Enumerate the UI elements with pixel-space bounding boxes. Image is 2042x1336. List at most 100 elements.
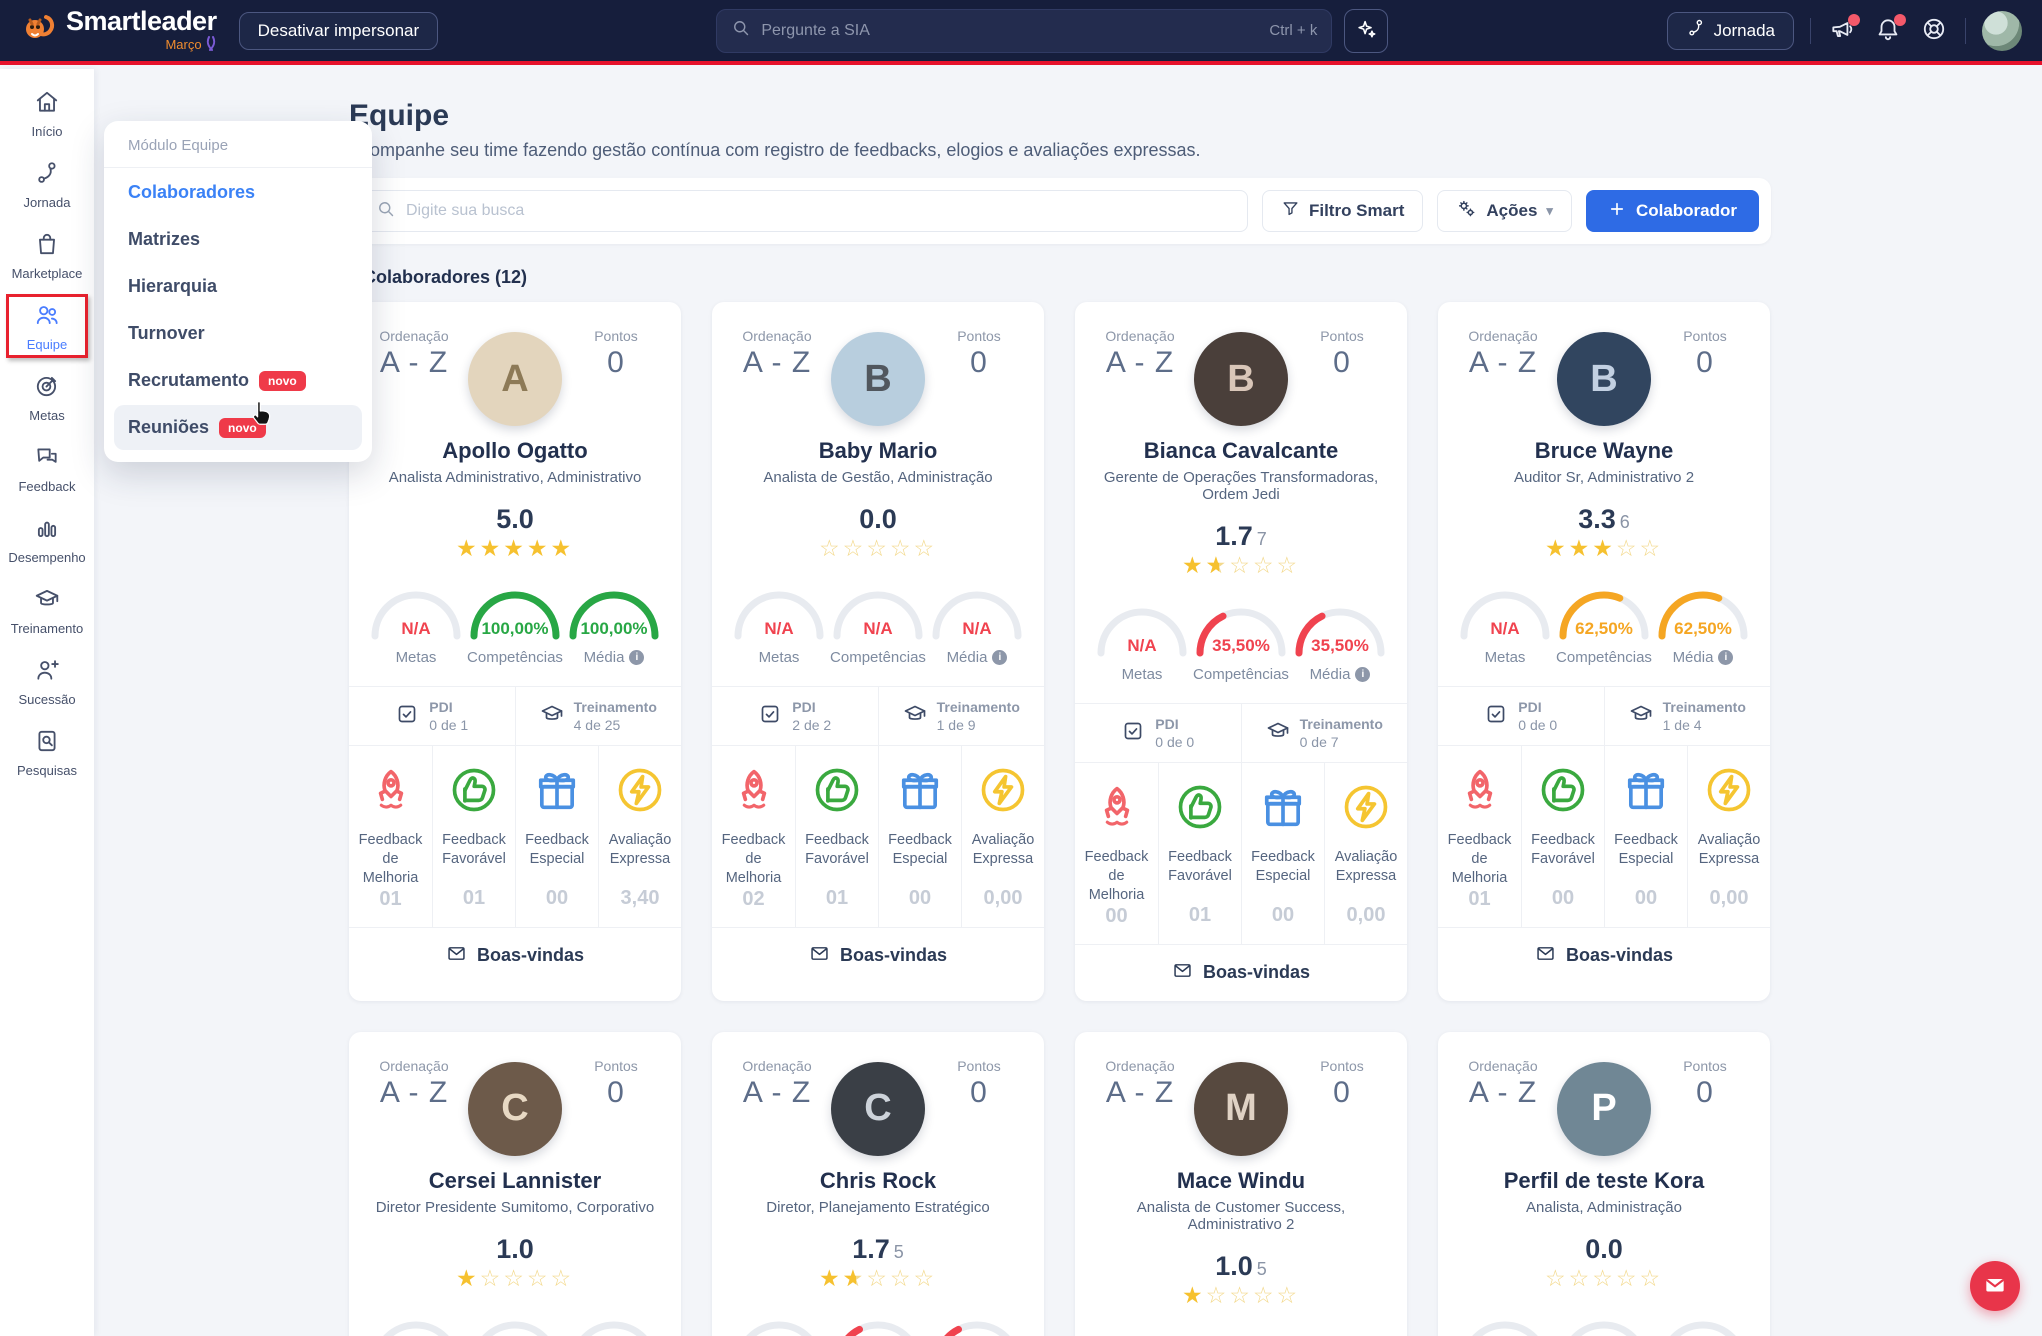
gauge-metas: N/A Metas bbox=[367, 586, 465, 666]
feedback-cell-1[interactable]: Feedback de Melhoria 00 bbox=[1075, 763, 1158, 944]
chat-fab-button[interactable] bbox=[1970, 1261, 2020, 1311]
user-avatar[interactable] bbox=[1982, 10, 2022, 51]
feedback-cell-4[interactable]: Avaliação Expressa 3,40 bbox=[598, 746, 681, 927]
gauge-label-text: Metas bbox=[1484, 649, 1526, 666]
smart-filter-button[interactable]: Filtro Smart bbox=[1261, 190, 1424, 232]
points-display: Pontos 0 bbox=[944, 1058, 1014, 1110]
star-half-icon: ★★ bbox=[842, 1264, 867, 1291]
welcome-button[interactable]: Boas-vindas bbox=[349, 926, 681, 984]
sidebar-item-feedback[interactable]: Feedback bbox=[4, 444, 90, 494]
welcome-button[interactable]: Boas-vindas bbox=[1438, 926, 1770, 984]
menu-item-hierarquia[interactable]: Hierarquia bbox=[104, 264, 372, 309]
points-label: Pontos bbox=[1320, 328, 1364, 344]
feedback-cell-1[interactable]: Feedback de Melhoria 01 bbox=[349, 746, 432, 927]
thumbs-up-icon bbox=[1537, 764, 1589, 821]
menu-item-turnover[interactable]: Turnover bbox=[104, 311, 372, 356]
sparkle-icon bbox=[1355, 18, 1377, 43]
disable-impersonate-button[interactable]: Desativar impersonar bbox=[238, 11, 439, 50]
feedback-count: 3,40 bbox=[620, 887, 660, 910]
star-rating: ★★★☆☆☆ bbox=[712, 1264, 1044, 1291]
gauge-arc bbox=[1555, 1316, 1653, 1336]
sidebar-item-pesquisas[interactable]: Pesquisas bbox=[4, 728, 90, 778]
checkbox-icon bbox=[1121, 719, 1145, 748]
star-empty-icon: ☆ bbox=[1276, 552, 1301, 578]
envelope-icon bbox=[446, 943, 467, 969]
add-collaborator-button[interactable]: Colaborador bbox=[1585, 190, 1759, 232]
home-icon bbox=[34, 89, 60, 118]
collaborator-search-field[interactable] bbox=[406, 191, 1233, 231]
star-full-icon: ★ bbox=[455, 535, 480, 561]
help-button[interactable] bbox=[1919, 16, 1949, 46]
feedback-cell-3[interactable]: Feedback Especial 00 bbox=[515, 746, 598, 927]
menu-item-recrutamento[interactable]: Recrutamento novo bbox=[104, 358, 372, 403]
sidebar-item-equipe[interactable]: Equipe bbox=[4, 294, 90, 358]
employee-card: Ordenação A - Z C Pontos 0 Cersei Lannister Di… bbox=[349, 1031, 681, 1336]
feedback-cell-3[interactable]: Feedback Especial 00 bbox=[878, 746, 961, 927]
sidebar-item-desempenho[interactable]: Desempenho bbox=[4, 515, 90, 565]
feedback-label: Feedback Favorável bbox=[805, 832, 869, 868]
brand-name: Smartleader bbox=[66, 6, 217, 36]
rating-number: 1.7 bbox=[852, 1233, 890, 1264]
menu-item-label: Recrutamento bbox=[128, 370, 250, 390]
rating-value: 0.0 bbox=[1438, 1234, 1770, 1265]
menu-item-colaboradores[interactable]: Colaboradores bbox=[104, 170, 372, 215]
ai-sparkle-button[interactable] bbox=[1344, 8, 1389, 53]
sidebar-item-inicio[interactable]: Início bbox=[4, 89, 90, 139]
feedback-label: Feedback de Melhoria bbox=[1084, 849, 1149, 904]
lifebuoy-icon bbox=[1921, 16, 1947, 45]
feedback-label: Avaliação Expressa bbox=[971, 832, 1035, 868]
feedback-cell-2[interactable]: Feedback Favorável 01 bbox=[1158, 763, 1241, 944]
gauge-label-text: Média bbox=[583, 649, 625, 666]
feedback-cell-4[interactable]: Avaliação Expressa 0,00 bbox=[961, 746, 1044, 927]
rocket-icon bbox=[1454, 764, 1506, 821]
training-cell: Treinamento 0 de 7 bbox=[1240, 704, 1408, 763]
sidebar-item-marketplace[interactable]: Marketplace bbox=[4, 231, 90, 281]
module-menu: Módulo Equipe Colaboradores Matrizes Hiera… bbox=[104, 121, 372, 462]
feedback-cell-3[interactable]: Feedback Especial 00 bbox=[1604, 746, 1687, 927]
feedback-cell-2[interactable]: Feedback Favorável 01 bbox=[432, 746, 515, 927]
feedback-cell-1[interactable]: Feedback de Melhoria 01 bbox=[1438, 746, 1521, 927]
menu-item-reunioes[interactable]: Reuniões novo bbox=[114, 405, 362, 450]
sidebar-item-sucessao[interactable]: Sucessão bbox=[4, 657, 90, 707]
feedback-cell-4[interactable]: Avaliação Expressa 0,00 bbox=[1324, 763, 1407, 944]
feedback-cell-1[interactable]: Feedback de Melhoria 02 bbox=[712, 746, 795, 927]
journey-button[interactable]: Jornada bbox=[1666, 11, 1794, 50]
info-icon: i bbox=[629, 650, 645, 665]
feedback-count: 00 bbox=[908, 887, 932, 910]
feedback-count: 0,00 bbox=[983, 887, 1023, 910]
bell-icon bbox=[1875, 16, 1901, 45]
training-label: Treinamento bbox=[936, 699, 1020, 715]
gauge-label-text: Metas bbox=[1121, 666, 1163, 683]
feedback-cell-2[interactable]: Feedback Favorável 01 bbox=[795, 746, 878, 927]
feedback-cell-3[interactable]: Feedback Especial 00 bbox=[1241, 763, 1324, 944]
collaborator-search[interactable] bbox=[361, 190, 1248, 232]
feedback-row: Feedback de Melhoria 02 Feedback Favorável… bbox=[712, 746, 1044, 927]
feedback-cell-2[interactable]: Feedback Favorável 00 bbox=[1521, 746, 1604, 927]
welcome-button[interactable]: Boas-vindas bbox=[712, 926, 1044, 984]
pdi-text: PDI 0 de 0 bbox=[1518, 698, 1557, 734]
avatar: B bbox=[1557, 332, 1651, 426]
gauge-label: Média i bbox=[565, 649, 663, 666]
sidebar-item-metas[interactable]: Metas bbox=[4, 373, 90, 423]
sidebar-item-jornada[interactable]: Jornada bbox=[4, 160, 90, 210]
sia-search-field[interactable] bbox=[761, 21, 1260, 40]
sia-search-input[interactable]: Ctrl + k bbox=[716, 8, 1333, 53]
announcements-button[interactable] bbox=[1827, 13, 1860, 46]
feedback-count: 00 bbox=[1105, 904, 1128, 927]
menu-item-matrizes[interactable]: Matrizes bbox=[104, 217, 372, 262]
novo-badge: novo bbox=[259, 370, 306, 391]
star-empty-icon: ☆ bbox=[1205, 1281, 1230, 1308]
gauge-value: N/A bbox=[401, 619, 431, 638]
gauge-metas: N/A Metas bbox=[1093, 603, 1191, 683]
sidebar-item-treinamento[interactable]: Treinamento bbox=[4, 586, 90, 636]
actions-button[interactable]: Ações ▾ bbox=[1437, 190, 1572, 232]
graduation-cap-icon bbox=[1629, 702, 1653, 731]
notifications-button[interactable] bbox=[1873, 13, 1906, 46]
welcome-button[interactable]: Boas-vindas bbox=[1075, 943, 1407, 1001]
feedback-label: Avaliação Expressa bbox=[1697, 832, 1761, 868]
brand[interactable]: Smartleader Março bbox=[20, 8, 217, 53]
feedback-cell-4[interactable]: Avaliação Expressa 0,00 bbox=[1687, 746, 1770, 927]
training-label: Treinamento bbox=[1299, 716, 1383, 732]
rating-number: 0.0 bbox=[1585, 1233, 1623, 1264]
